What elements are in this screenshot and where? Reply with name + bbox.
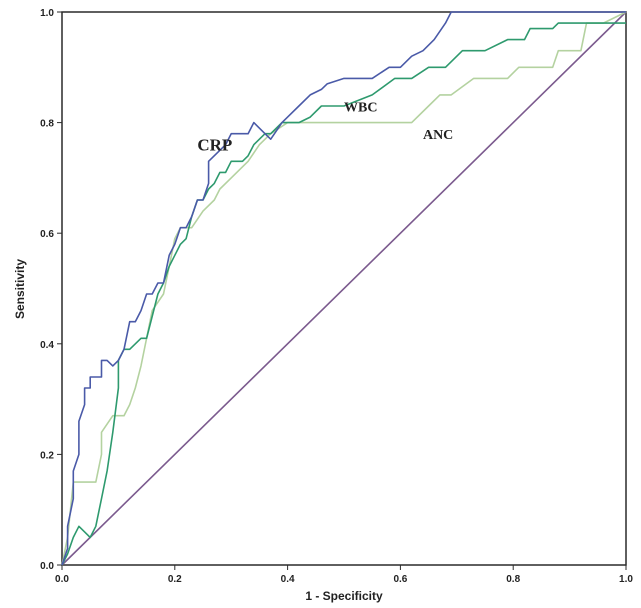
y-tick-label: 0.8 bbox=[40, 119, 54, 130]
plot-frame bbox=[61, 11, 627, 566]
x-tick-label: 1.0 bbox=[619, 574, 633, 585]
y-tick-label: 0.6 bbox=[40, 229, 54, 240]
series-line-crp bbox=[61, 11, 626, 566]
y-tick-label: 1.0 bbox=[40, 8, 54, 19]
x-axis-title: 1 - Specificity bbox=[305, 589, 383, 603]
series-label-anc: ANC bbox=[423, 128, 453, 143]
x-tick-label: 0.8 bbox=[506, 574, 520, 585]
series-line-reference-diagonal bbox=[61, 11, 627, 566]
y-tick-label: 0.2 bbox=[40, 450, 54, 461]
y-tick-label: 0.4 bbox=[40, 340, 54, 351]
x-tick-label: 0.2 bbox=[168, 574, 182, 585]
series-label-crp: CRP bbox=[197, 135, 232, 154]
series-annotations: CRP WBC ANC bbox=[197, 101, 453, 155]
series-line-wbc bbox=[61, 22, 626, 566]
y-axis-title: Sensitivity bbox=[13, 259, 27, 319]
series-label-wbc: WBC bbox=[344, 101, 377, 116]
x-tick-label: 0.0 bbox=[55, 574, 69, 585]
y-tick-label: 0.0 bbox=[40, 561, 54, 572]
series-lines bbox=[61, 11, 627, 566]
y-axis-ticks: 0.0 0.2 0.4 0.6 0.8 1.0 bbox=[40, 8, 62, 572]
x-tick-label: 0.6 bbox=[393, 574, 407, 585]
x-tick-label: 0.4 bbox=[281, 574, 295, 585]
series-line-anc bbox=[61, 11, 627, 566]
x-axis-ticks: 0.0 0.2 0.4 0.6 0.8 1.0 bbox=[55, 565, 633, 585]
